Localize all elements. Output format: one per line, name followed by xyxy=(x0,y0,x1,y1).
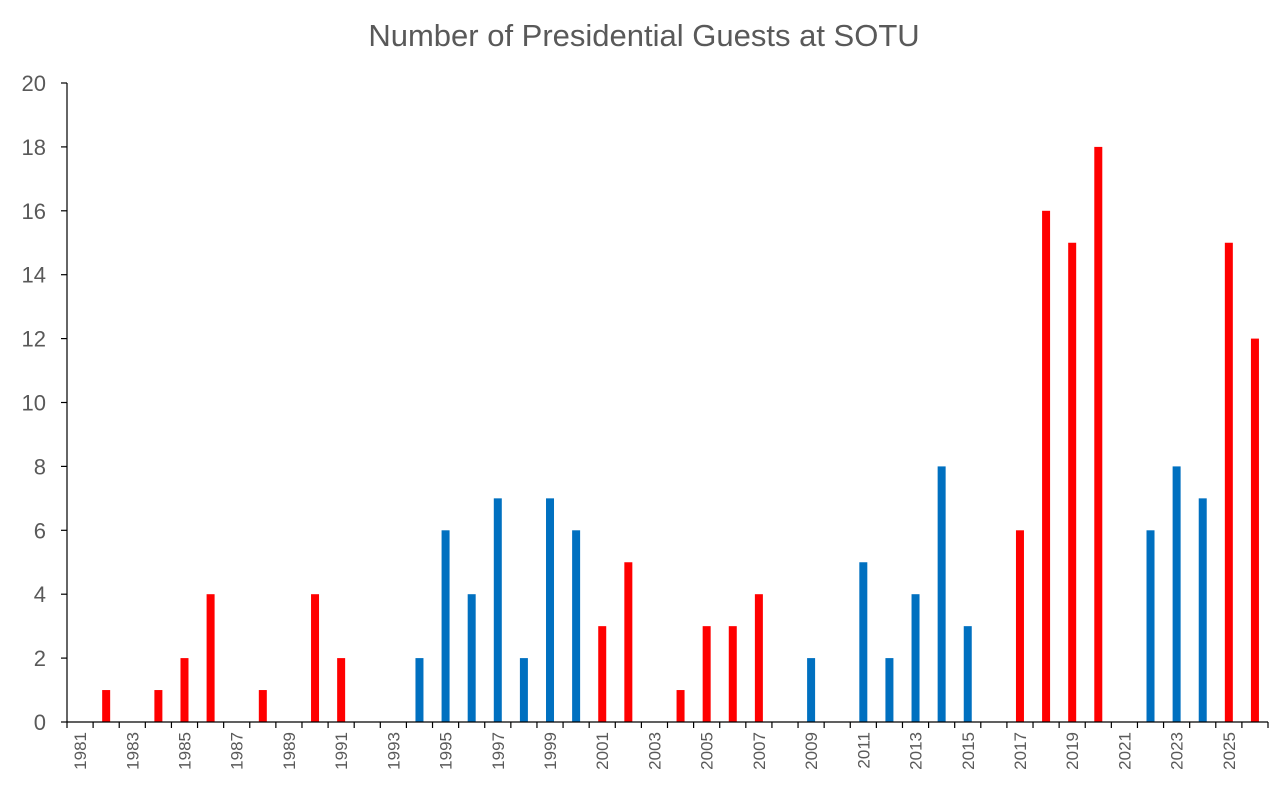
bar-2001 xyxy=(598,626,607,722)
x-tick-label: 1995 xyxy=(437,732,456,770)
bar-2018 xyxy=(1042,210,1051,723)
y-tick-label: 0 xyxy=(34,710,46,735)
x-tick-label: 2011 xyxy=(854,732,873,769)
x-tick-label: 2001 xyxy=(593,732,612,770)
bar-1991 xyxy=(337,658,346,722)
bar-2007 xyxy=(754,594,763,722)
x-tick-label: 2015 xyxy=(959,732,978,770)
bar-2025 xyxy=(1224,242,1233,722)
bar-2006 xyxy=(728,626,737,722)
bar-2019 xyxy=(1068,242,1077,722)
x-tick-label: 1985 xyxy=(175,732,194,770)
bars xyxy=(102,146,1259,723)
y-tick-label: 4 xyxy=(34,582,46,607)
bar-1995 xyxy=(441,530,450,722)
bar-2009 xyxy=(807,658,816,722)
bar-1986 xyxy=(206,594,215,722)
x-axis-ticks: 1981 1983 1985 1987 1989 1991 1993 1995 1997 1999… xyxy=(66,722,1269,770)
x-tick-label: 1997 xyxy=(489,732,508,770)
y-tick-label: 10 xyxy=(22,391,46,416)
bar-2023 xyxy=(1172,466,1181,722)
axes xyxy=(66,83,1268,723)
x-tick-label: 2007 xyxy=(750,732,769,770)
y-axis-ticks: 0 2 4 6 8 10 12 14 16 18 20 xyxy=(22,71,67,735)
x-tick-label: 2019 xyxy=(1063,732,1082,770)
bar-2012 xyxy=(885,658,894,722)
x-tick-label: 2005 xyxy=(698,732,717,770)
bar-2000 xyxy=(572,530,581,722)
y-tick-label: 14 xyxy=(22,263,46,288)
bar-2014 xyxy=(937,466,946,722)
x-tick-label: 2021 xyxy=(1115,732,1134,770)
bar-2011 xyxy=(859,562,868,722)
bar-2022 xyxy=(1146,530,1155,722)
bar-2017 xyxy=(1015,530,1024,722)
x-tick-label: 2003 xyxy=(645,732,664,770)
y-tick-label: 8 xyxy=(34,454,46,479)
bar-1999 xyxy=(546,498,555,722)
x-tick-label: 2009 xyxy=(802,732,821,770)
y-tick-label: 18 xyxy=(22,135,46,160)
bar-1985 xyxy=(180,658,189,722)
x-tick-label: 2013 xyxy=(907,732,926,770)
x-tick-label: 1999 xyxy=(541,732,560,770)
bar-2013 xyxy=(911,594,920,722)
bar-2020 xyxy=(1094,146,1103,722)
bar-1982 xyxy=(102,690,111,722)
bar-1988 xyxy=(258,690,267,722)
y-tick-label: 2 xyxy=(34,646,46,671)
y-tick-label: 16 xyxy=(22,199,46,224)
bar-1990 xyxy=(311,594,320,722)
bar-2026 xyxy=(1250,338,1259,722)
y-tick-label: 12 xyxy=(22,327,46,352)
y-tick-label: 20 xyxy=(22,71,46,96)
bar-1996 xyxy=(467,594,476,722)
x-tick-label: 2023 xyxy=(1168,732,1187,770)
x-tick-label: 2017 xyxy=(1011,732,1030,770)
x-tick-label: 1991 xyxy=(332,732,351,770)
bar-2002 xyxy=(624,562,633,722)
bar-2004 xyxy=(676,690,685,722)
y-tick-label: 6 xyxy=(34,518,46,543)
bar-2005 xyxy=(702,626,711,722)
bar-2015 xyxy=(963,626,972,722)
bar-1984 xyxy=(154,690,163,722)
bar-2024 xyxy=(1198,498,1207,722)
x-tick-label: 2025 xyxy=(1220,732,1239,770)
bar-1994 xyxy=(415,658,424,722)
chart-title: Number of Presidential Guests at SOTU xyxy=(368,18,920,53)
x-tick-label: 1987 xyxy=(228,732,247,770)
bar-1997 xyxy=(493,498,502,722)
x-tick-label: 1983 xyxy=(123,732,142,770)
bar-1998 xyxy=(519,658,528,722)
x-tick-label: 1981 xyxy=(71,732,90,770)
x-tick-label: 1989 xyxy=(280,732,299,770)
x-tick-label: 1993 xyxy=(384,732,403,770)
